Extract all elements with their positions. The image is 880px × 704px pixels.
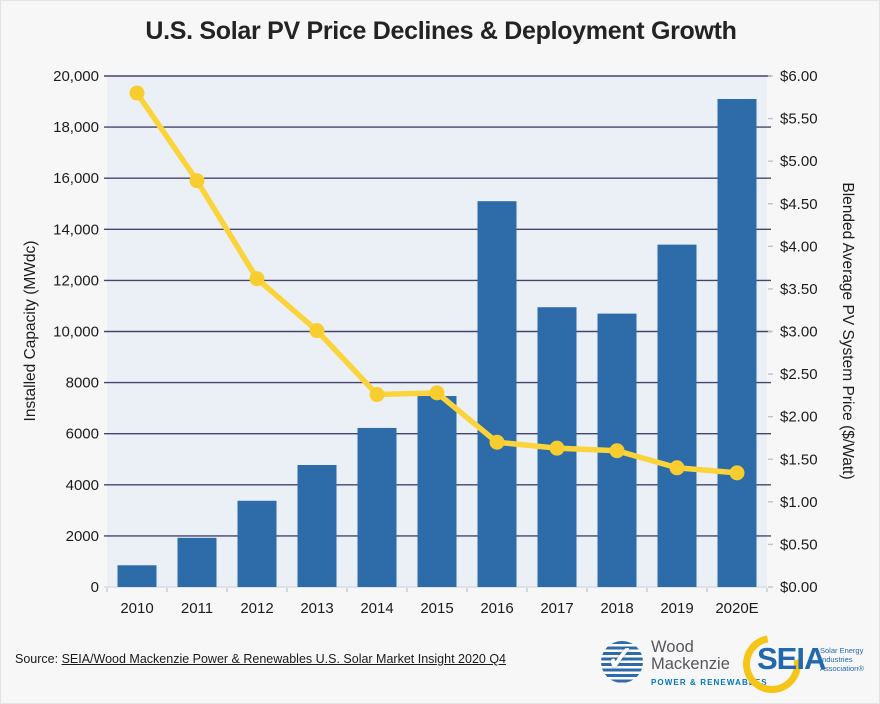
seia-name-line1: Solar Energy [820, 646, 864, 655]
right-tick-label: $1.50 [780, 451, 818, 468]
bar-2011 [177, 537, 217, 587]
right-tick-label: $1.00 [780, 494, 818, 511]
right-tick-label: $0.50 [780, 536, 818, 553]
left-tick-label: 18,000 [53, 119, 99, 136]
source-prefix: Source: [15, 652, 62, 666]
x-category-label: 2019 [660, 600, 693, 617]
wood-mackenzie-name-line2: Mackenzie [651, 655, 730, 673]
price-dot-2020E [729, 465, 745, 481]
x-category-label: 2018 [600, 600, 633, 617]
chart-title: U.S. Solar PV Price Declines & Deploymen… [145, 17, 737, 45]
right-tick-label: $0.00 [780, 579, 818, 596]
x-category-label: 2013 [300, 600, 333, 617]
seia-acronym: SEIA [757, 641, 826, 676]
x-category-label: 2010 [120, 600, 153, 617]
x-category-label: 2016 [480, 600, 513, 617]
left-tick-label: 4000 [66, 477, 99, 494]
right-tick-label: $3.00 [780, 324, 818, 341]
left-tick-label: 0 [91, 579, 99, 596]
right-tick-label: $2.00 [780, 409, 818, 426]
right-tick-label: $3.50 [780, 281, 818, 298]
source-link[interactable]: SEIA/Wood Mackenzie Power & Renewables U… [61, 652, 506, 666]
bar-2015 [417, 396, 457, 587]
x-category-label: 2011 [181, 600, 213, 617]
price-dot-2015 [429, 385, 445, 401]
right-tick-label: $2.50 [780, 366, 818, 383]
wood-mackenzie-logo: ✓ Wood Mackenzie POWER & RENEWABLES [601, 639, 768, 687]
x-category-label: 2015 [420, 600, 453, 617]
x-category-label: 2012 [240, 600, 273, 617]
combo-chart: 0 2000 4000 6000 8000 10,000 12,000 14,000 16,00… [53, 68, 818, 617]
price-dot-2013 [309, 323, 325, 339]
bar-2019 [657, 244, 697, 587]
price-dot-2011 [189, 173, 205, 189]
right-tick-label: $5.00 [780, 153, 818, 170]
price-dot-2019 [669, 460, 685, 476]
price-dot-2017 [549, 440, 565, 456]
wood-mackenzie-tagline: POWER & RENEWABLES [651, 678, 768, 687]
source-line: Source: SEIA/Wood Mackenzie Power & Rene… [15, 652, 506, 666]
price-dot-2016 [489, 434, 505, 450]
right-tick-label: $4.50 [780, 196, 818, 213]
price-dot-2018 [609, 443, 625, 459]
x-category-label: 2020E [715, 600, 758, 617]
right-tick-label: $6.00 [780, 68, 818, 85]
bar-2016 [477, 201, 517, 587]
left-tick-label: 8000 [66, 375, 99, 392]
left-tick-label: 20,000 [53, 68, 99, 85]
x-category-label: 2014 [360, 600, 393, 617]
checkmark-icon: ✓ [606, 640, 635, 678]
price-dot-2012 [249, 271, 265, 287]
seia-name-line2: Industries [820, 655, 853, 664]
seia-full-name: Solar Energy Industries Association® [820, 646, 864, 673]
bar-2014 [357, 427, 397, 587]
bar-2010 [117, 565, 157, 587]
bar-2013 [297, 464, 337, 587]
left-tick-label: 14,000 [53, 221, 99, 238]
left-tick-label: 10,000 [53, 324, 99, 341]
seia-logo: SEIA Solar Energy Industries Association… [731, 623, 873, 704]
right-tick-label: $5.50 [780, 111, 818, 128]
left-tick-label: 16,000 [53, 170, 99, 187]
left-tick-label: 6000 [66, 426, 99, 443]
right-axis-title: Blended Average PV System Price ($/Watt) [839, 182, 856, 480]
price-dot-2014 [369, 387, 385, 403]
wood-mackenzie-text: Wood Mackenzie POWER & RENEWABLES [651, 638, 768, 688]
right-tick-label: $4.00 [780, 238, 818, 255]
left-axis-title: Installed Capacity (MWdc) [22, 240, 39, 422]
price-dot-2010 [129, 85, 145, 101]
bar-2012 [237, 500, 277, 587]
x-category-label: 2017 [540, 600, 573, 617]
wood-mackenzie-globe-icon: ✓ [601, 640, 643, 683]
left-tick-label: 12,000 [53, 272, 99, 289]
wood-mackenzie-name-line1: Wood [651, 638, 694, 656]
left-tick-label: 2000 [66, 528, 99, 545]
bar-2020E [717, 98, 757, 588]
seia-name-line3: Association® [820, 664, 864, 673]
